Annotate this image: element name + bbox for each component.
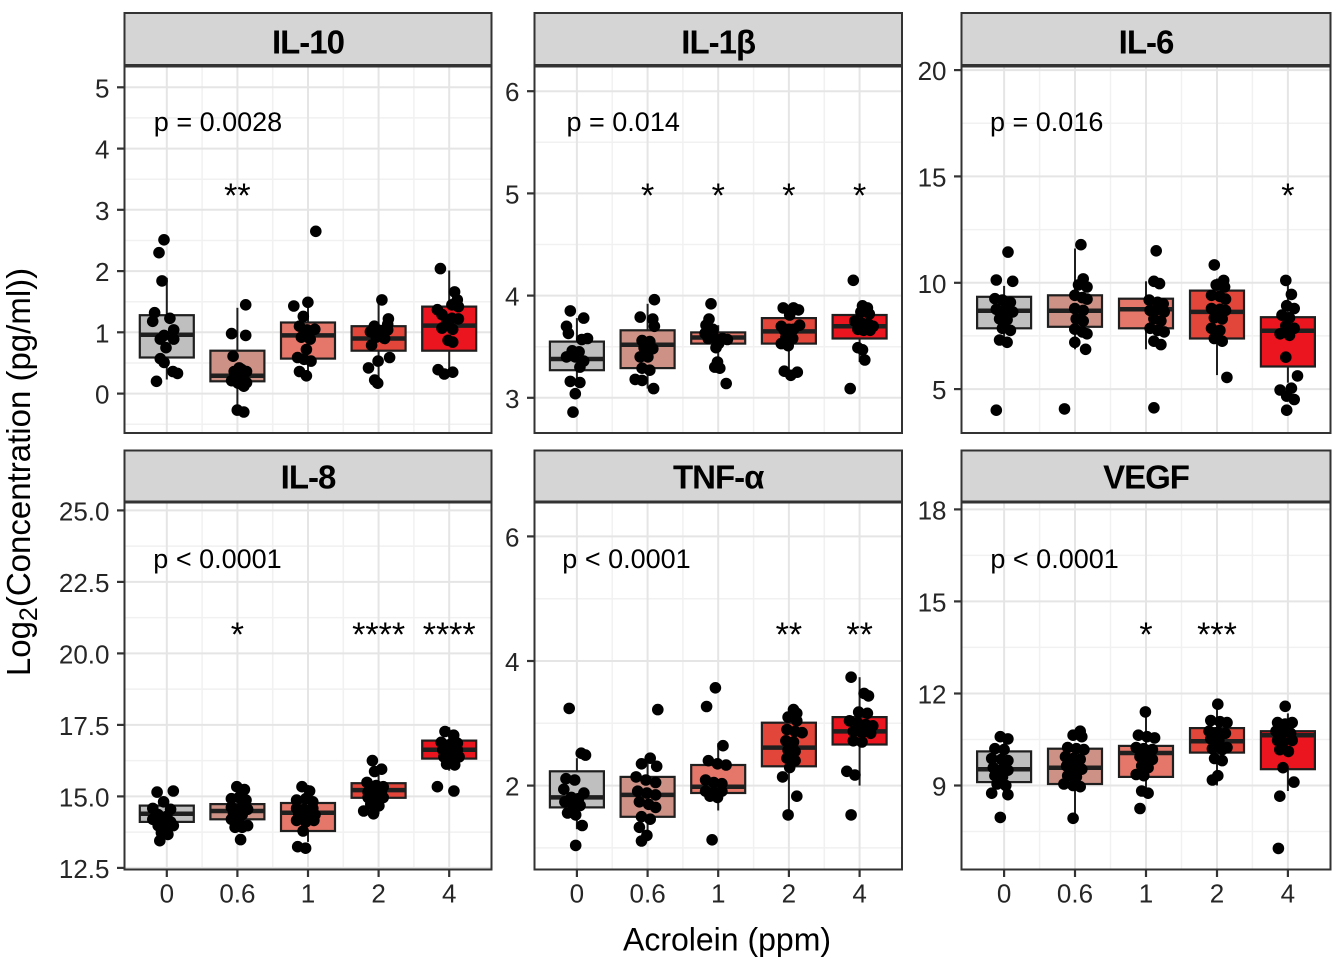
svg-text:**: ** — [846, 616, 872, 654]
svg-text:22.5: 22.5 — [59, 568, 110, 598]
svg-text:p < 0.0001: p < 0.0001 — [562, 544, 690, 574]
svg-text:*: * — [712, 177, 725, 215]
svg-text:*: * — [782, 177, 795, 215]
svg-text:17.5: 17.5 — [59, 711, 110, 741]
svg-text:9: 9 — [932, 772, 946, 802]
svg-text:1: 1 — [711, 879, 725, 909]
svg-text:20.0: 20.0 — [59, 639, 110, 669]
svg-text:4: 4 — [95, 135, 109, 165]
svg-text:12.5: 12.5 — [59, 854, 110, 884]
svg-text:IL-1β: IL-1β — [681, 24, 756, 61]
svg-text:4: 4 — [1281, 879, 1295, 909]
svg-text:0.6: 0.6 — [219, 879, 255, 909]
svg-text:IL-10: IL-10 — [272, 24, 344, 61]
svg-text:4: 4 — [852, 879, 866, 909]
svg-text:0: 0 — [160, 879, 174, 909]
svg-text:*: * — [1281, 177, 1294, 215]
svg-text:2: 2 — [505, 772, 519, 802]
svg-text:**: ** — [224, 177, 250, 215]
svg-text:Log2(Concentration (pg/ml)): Log2(Concentration (pg/ml)) — [0, 268, 43, 676]
svg-text:5: 5 — [932, 375, 946, 405]
svg-text:*: * — [853, 177, 866, 215]
svg-text:10: 10 — [918, 269, 947, 299]
svg-text:15.0: 15.0 — [59, 782, 110, 812]
svg-text:0: 0 — [997, 879, 1011, 909]
svg-text:Acrolein (ppm): Acrolein (ppm) — [623, 922, 831, 958]
svg-text:4: 4 — [442, 879, 456, 909]
svg-text:0.6: 0.6 — [1057, 879, 1093, 909]
svg-text:6: 6 — [505, 77, 519, 107]
svg-text:1: 1 — [95, 318, 109, 348]
svg-text:****: **** — [352, 616, 405, 654]
svg-text:IL-8: IL-8 — [281, 459, 336, 496]
svg-text:2: 2 — [1210, 879, 1224, 909]
svg-text:1: 1 — [301, 879, 315, 909]
svg-text:3: 3 — [505, 384, 519, 414]
svg-text:4: 4 — [505, 647, 519, 677]
svg-text:5: 5 — [505, 179, 519, 209]
svg-text:2: 2 — [95, 257, 109, 287]
svg-text:p = 0.0028: p = 0.0028 — [154, 107, 282, 137]
svg-text:2: 2 — [371, 879, 385, 909]
svg-text:VEGF: VEGF — [1103, 459, 1189, 496]
svg-text:2: 2 — [782, 879, 796, 909]
svg-text:15: 15 — [918, 162, 947, 192]
svg-text:**: ** — [776, 616, 802, 654]
svg-text:*: * — [231, 616, 244, 654]
svg-text:3: 3 — [95, 196, 109, 226]
svg-text:12: 12 — [918, 680, 947, 710]
svg-text:4: 4 — [505, 282, 519, 312]
svg-text:25.0: 25.0 — [59, 496, 110, 526]
svg-text:0.6: 0.6 — [630, 879, 666, 909]
svg-text:****: **** — [423, 616, 476, 654]
svg-text:0: 0 — [95, 380, 109, 410]
svg-text:p < 0.0001: p < 0.0001 — [153, 544, 281, 574]
svg-text:p = 0.016: p = 0.016 — [990, 107, 1103, 137]
svg-text:TNF-α: TNF-α — [673, 459, 764, 496]
svg-text:15: 15 — [918, 587, 947, 617]
svg-text:IL-6: IL-6 — [1119, 24, 1174, 61]
svg-text:*: * — [1139, 616, 1152, 654]
svg-text:0: 0 — [570, 879, 584, 909]
svg-text:18: 18 — [918, 495, 947, 525]
svg-text:p < 0.0001: p < 0.0001 — [990, 544, 1118, 574]
svg-text:20: 20 — [918, 56, 947, 86]
svg-text:p = 0.014: p = 0.014 — [567, 107, 680, 137]
svg-text:6: 6 — [505, 522, 519, 552]
svg-text:*: * — [641, 177, 654, 215]
svg-text:***: *** — [1197, 616, 1237, 654]
svg-text:5: 5 — [95, 73, 109, 103]
svg-text:1: 1 — [1139, 879, 1153, 909]
